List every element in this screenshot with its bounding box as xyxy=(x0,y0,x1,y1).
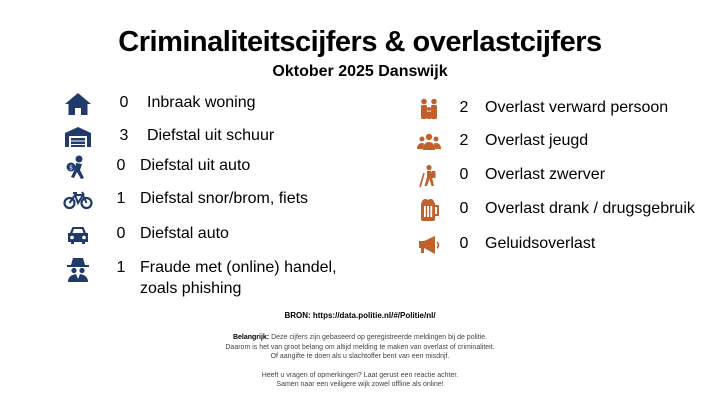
item-label: Fraude met (online) handel, zoals phishi… xyxy=(140,257,337,299)
nuisance-item-confused-person: 2 Overlast verward persoon xyxy=(413,95,668,123)
crime-item-shed-theft: 3 Diefstal uit schuur xyxy=(62,123,274,151)
footer-notes: Belangrijk: Deze cijfers zijn gebaseerd … xyxy=(0,333,720,390)
item-label: Geluidsoverlast xyxy=(485,235,596,252)
important-label: Belangrijk: xyxy=(232,334,270,341)
item-count: 0 xyxy=(459,200,469,217)
garage-icon xyxy=(62,123,94,151)
item-count: 0 xyxy=(116,225,126,242)
item-label: Overlast zwerver xyxy=(485,166,606,183)
item-label: Overlast jeugd xyxy=(485,132,589,149)
source-line: BRON: https://data.politie.nl/#/Politie/… xyxy=(284,311,436,320)
svg-text:$: $ xyxy=(69,165,73,172)
item-count: 3 xyxy=(119,127,129,144)
car-icon xyxy=(62,221,94,249)
page-title: Criminaliteitscijfers & overlastcijfers xyxy=(118,26,602,58)
item-label: Diefstal snor/brom, fiets xyxy=(140,190,309,207)
megaphone-icon xyxy=(413,231,445,259)
hiker-icon xyxy=(413,162,445,190)
item-count: 2 xyxy=(459,99,469,116)
item-label: Diefstal uit schuur xyxy=(147,127,275,144)
thief-icon: $ xyxy=(62,153,94,181)
note-line-5: Samen naar een veiligere wijk zowel offl… xyxy=(276,381,444,388)
item-label: Inbraak woning xyxy=(147,94,256,111)
item-count: 2 xyxy=(459,132,469,149)
group-icon xyxy=(413,128,445,156)
page-subtitle: Oktober 2025 Danswijk xyxy=(272,63,448,80)
crime-item-fraud: 1 Fraude met (online) handel, zoals phis… xyxy=(62,255,337,299)
note-line-3: Of aangifte te doen als u slachtoffer be… xyxy=(270,353,450,360)
item-label: Overlast drank / drugsgebruik xyxy=(485,200,695,217)
spy-icon xyxy=(62,255,94,283)
nuisance-item-alcohol-drugs: 0 Overlast drank / drugsgebruik xyxy=(413,196,695,224)
item-count: 0 xyxy=(459,235,469,252)
bicycle-icon xyxy=(62,186,94,214)
item-count: 1 xyxy=(116,259,126,276)
note-line-2: Daarom is het van groot belang om altijd… xyxy=(225,343,495,351)
item-count: 1 xyxy=(116,190,126,207)
note-text-1: Deze cijfers zijn gebaseerd op geregistr… xyxy=(271,334,488,341)
item-label-line2: zoals phishing xyxy=(140,280,242,297)
item-count: 0 xyxy=(116,157,126,174)
item-label-line1: Fraude met (online) handel, xyxy=(140,259,337,276)
drink-icon xyxy=(413,196,445,224)
house-icon xyxy=(62,90,94,118)
nuisance-item-youth: 2 Overlast jeugd xyxy=(413,128,588,156)
crime-item-car-theft: 0 Diefstal auto xyxy=(62,221,229,249)
nuisance-item-vagrant: 0 Overlast zwerver xyxy=(413,162,605,190)
family-icon xyxy=(413,95,445,123)
crime-item-car-break-in: $ 0 Diefstal uit auto xyxy=(62,153,250,181)
item-label: Diefstal auto xyxy=(140,225,229,242)
item-count: 0 xyxy=(459,166,469,183)
item-label: Overlast verward persoon xyxy=(485,99,669,116)
note-line-1: Belangrijk: Deze cijfers zijn gebaseerd … xyxy=(0,333,720,343)
crime-item-bike-theft: 1 Diefstal snor/brom, fiets xyxy=(62,186,308,214)
item-label: Diefstal uit auto xyxy=(140,157,251,174)
note-line-4: Heeft u vragen of opmerkingen? Laat geru… xyxy=(261,371,459,379)
nuisance-item-noise: 0 Geluidsoverlast xyxy=(413,231,595,259)
item-count: 0 xyxy=(119,94,129,111)
crime-item-burglary: 0 Inbraak woning xyxy=(62,90,256,118)
